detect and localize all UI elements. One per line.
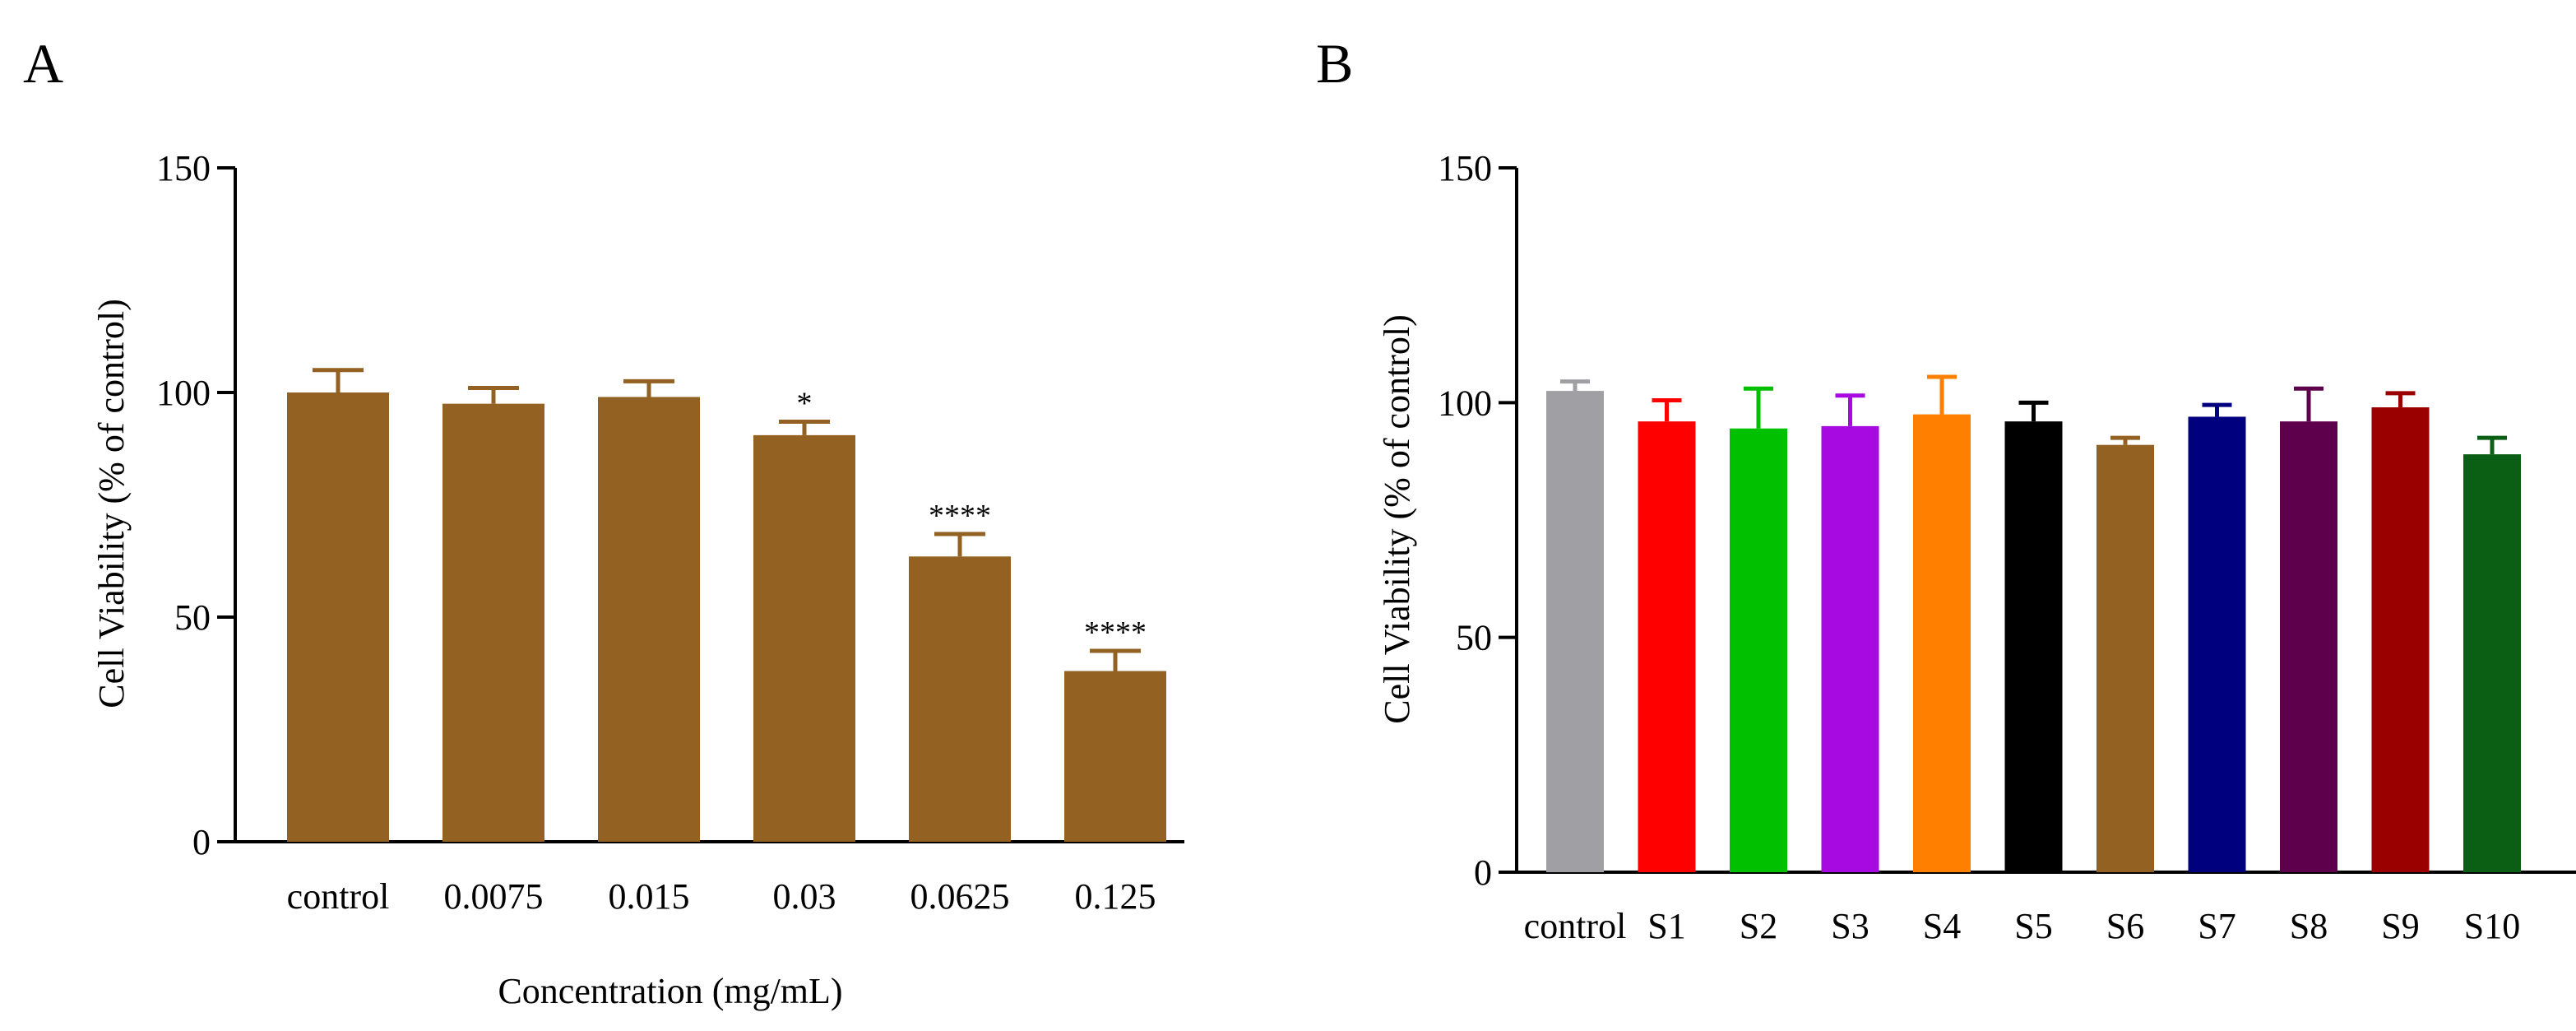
panel-a-y-tick-label: 50 bbox=[174, 597, 211, 638]
panel-b-category-label: S8 bbox=[2290, 906, 2328, 946]
panel-a-y-tick-label: 100 bbox=[156, 373, 211, 413]
panel-b-bar bbox=[2280, 421, 2337, 872]
panel-a-y-tick-label: 0 bbox=[192, 822, 211, 862]
panel-b-bar bbox=[2004, 421, 2063, 872]
panel-a-bar bbox=[287, 392, 389, 842]
panel-a-significance-label: * bbox=[797, 386, 813, 420]
panel-b-category-label: S1 bbox=[1647, 906, 1685, 946]
panel-b-bar bbox=[2371, 407, 2430, 872]
panel-b-y-axis-title: Cell Viability (% of control) bbox=[1377, 314, 1417, 724]
panel-b-bar bbox=[1638, 421, 1696, 872]
panel-a-category-label: 0.0625 bbox=[910, 876, 1010, 917]
panel-b-label: B bbox=[1316, 32, 1353, 95]
panel-b-category-label: S4 bbox=[1923, 906, 1961, 946]
panel-b-category-label: S2 bbox=[1740, 906, 1777, 946]
panel-a-category-label: 0.0075 bbox=[444, 876, 544, 917]
panel-b-bar bbox=[1546, 391, 1604, 873]
panel-b-y-tick-label: 0 bbox=[1474, 852, 1492, 893]
panel-b-bar bbox=[2188, 416, 2246, 872]
panel-b-bar bbox=[1913, 414, 1971, 873]
panel-a-category-label: 0.125 bbox=[1075, 876, 1156, 917]
panel-b-category-label: S6 bbox=[2106, 906, 2144, 946]
panel-a-y-axis-title: Cell Viability (% of control) bbox=[91, 299, 132, 708]
panel-a-significance-label: **** bbox=[1084, 615, 1147, 650]
panel-b-category-label: control bbox=[1524, 906, 1627, 946]
panel-a-bar bbox=[909, 556, 1011, 842]
panel-a-category-label: control bbox=[287, 876, 390, 917]
panel-a-bar bbox=[598, 397, 700, 843]
panel-a-x-axis-title: Concentration (mg/mL) bbox=[498, 971, 842, 1011]
panel-b-category-label: S5 bbox=[2014, 906, 2052, 946]
panel-b-y-tick-label: 100 bbox=[1438, 383, 1492, 423]
panel-b-category-label: S9 bbox=[2381, 906, 2419, 946]
panel-b-category-label: S10 bbox=[2464, 906, 2520, 946]
panel-a-y-tick-label: 150 bbox=[156, 148, 211, 188]
panel-b-bar bbox=[1821, 425, 1879, 872]
panel-a-category-label: 0.015 bbox=[609, 876, 690, 917]
panel-a-significance-label: **** bbox=[929, 499, 991, 533]
panel-b-bar bbox=[1730, 428, 1787, 872]
panel-b-y-tick-label: 50 bbox=[1456, 618, 1492, 658]
panel-b-chart: 0 50 100 150 control S1 S2 S3 S4 S5 S6 S7 S8 S9 S10 bbox=[1438, 148, 2576, 946]
panel-b-category-label: S7 bbox=[2198, 906, 2235, 946]
panel-b-bar bbox=[2463, 454, 2521, 872]
panel-a-bar bbox=[753, 434, 855, 842]
panel-a-bar bbox=[1064, 671, 1166, 842]
panel-a-label: A bbox=[23, 32, 63, 95]
panel-b-category-label: S3 bbox=[1831, 906, 1869, 946]
panel-a-bar bbox=[442, 403, 544, 842]
panel-b-y-tick-label: 150 bbox=[1438, 148, 1492, 188]
panel-a-category-label: 0.03 bbox=[773, 876, 836, 917]
panel-b-bar bbox=[2096, 444, 2154, 872]
panel-a-chart: 0 50 100 150 control 0.0075 0.015 0.03 * 0.0625 **… bbox=[156, 148, 1184, 917]
